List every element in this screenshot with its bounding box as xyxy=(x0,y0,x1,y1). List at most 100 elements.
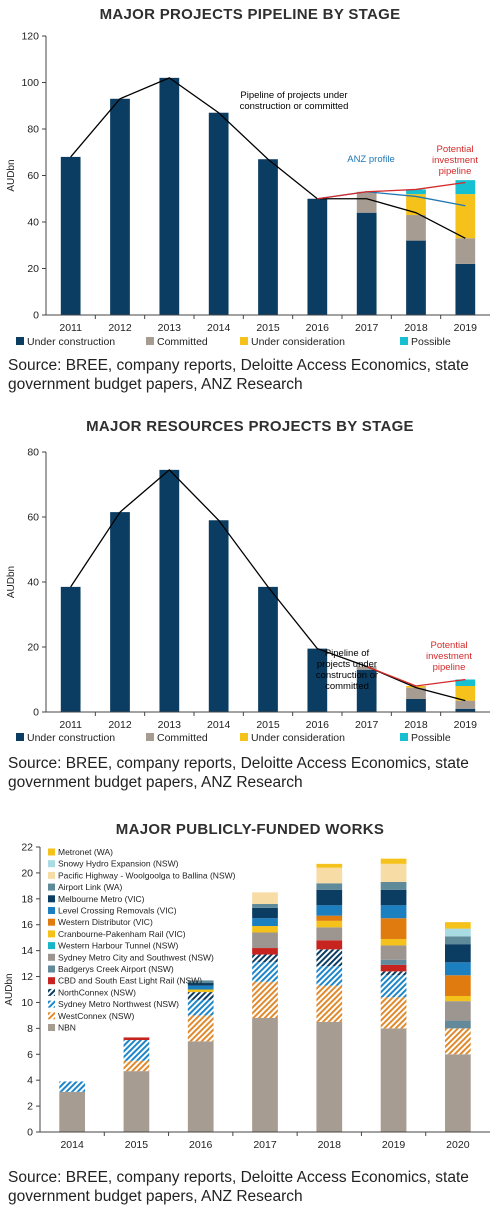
bar-cbd-and-south-east-light-rail-nsw-2019 xyxy=(380,964,407,972)
y-axis-label: AUDbn xyxy=(4,973,15,1005)
legend-label-under-consideration: Under consideration xyxy=(251,336,345,348)
legend-label-pacific-highway-woolgoolga-to-ballina-nsw: Pacific Highway - Woolgoolga to Ballina … xyxy=(58,870,236,880)
legend-label-westconnex-nsw: WestConnex (NSW) xyxy=(58,1011,135,1021)
source-note: Source: BREE, company reports, Deloitte … xyxy=(8,1169,469,1205)
bar-committed-2017 xyxy=(356,191,377,213)
legend-label-committed: Committed xyxy=(157,336,208,348)
bar-metronet-wa-2018 xyxy=(316,863,343,868)
legend-label-northconnex-nsw: NorthConnex (NSW) xyxy=(58,987,136,997)
bar-cranbourne-pakenham-rail-vic-2016 xyxy=(187,989,214,993)
bar-cranbourne-pakenham-rail-vic-2020 xyxy=(445,995,471,1002)
y-tick-label: 60 xyxy=(27,170,39,182)
y-tick-label: 12 xyxy=(21,971,33,983)
bar-pacific-highway-woolgoolga-to-ballina-nsw-2017 xyxy=(252,892,278,904)
bar-committed-2019 xyxy=(455,238,476,264)
y-tick-label: 16 xyxy=(21,919,33,931)
legend-swatch-under-construction xyxy=(16,337,24,345)
bar-sydney-metro-northwest-nsw-2016 xyxy=(187,999,214,1016)
bar-under-construction-2012 xyxy=(110,512,130,712)
bar-level-crossing-removals-vic-2020 xyxy=(445,962,471,976)
y-tick-label: 40 xyxy=(27,217,39,229)
y-tick-label: 10 xyxy=(21,997,33,1009)
y-axis-label: AUDbn xyxy=(6,566,17,598)
bar-committed-2018 xyxy=(406,215,426,241)
x-tick-label: 2015 xyxy=(256,719,280,731)
bar-snowy-hydro-expansion-nsw-2020 xyxy=(445,928,471,937)
bar-airport-link-wa-2019 xyxy=(380,881,407,890)
trend-line-2 xyxy=(366,665,466,687)
bar-under-construction-2014 xyxy=(208,112,229,315)
legend-label-sydney-metro-city-and-southwest-nsw: Sydney Metro City and Southwest (NSW) xyxy=(58,952,214,962)
bar-melbourne-metro-vic-2020 xyxy=(445,944,471,963)
bar-under-consideration-2019 xyxy=(455,194,476,239)
bar-cbd-and-south-east-light-rail-nsw-2017 xyxy=(252,948,278,955)
legend-label-under-consideration: Under consideration xyxy=(251,732,345,744)
bar-under-consideration-2018 xyxy=(406,194,426,216)
trend-line-1 xyxy=(70,77,466,239)
legend-swatch-metronet-wa xyxy=(48,848,55,856)
y-tick-label: 22 xyxy=(21,842,33,854)
x-tick-label: 2015 xyxy=(256,322,280,334)
legend-swatch-committed xyxy=(146,733,154,741)
x-tick-label: 2019 xyxy=(382,1139,406,1151)
bar-pacific-highway-woolgoolga-to-ballina-nsw-2019 xyxy=(380,863,407,882)
legend-swatch-sydney-metro-northwest-nsw xyxy=(48,1000,55,1008)
trend-line-3 xyxy=(317,181,466,200)
bar-under-construction-2012 xyxy=(110,98,130,316)
bar-cbd-and-south-east-light-rail-nsw-2018 xyxy=(316,940,343,950)
bar-committed-2019 xyxy=(455,700,476,709)
legend-label-airport-link-wa: Airport Link (WA) xyxy=(58,882,123,892)
bar-melbourne-metro-vic-2017 xyxy=(252,907,278,919)
x-tick-label: 2019 xyxy=(454,719,478,731)
legend-swatch-sydney-metro-city-and-southwest-nsw xyxy=(48,953,55,961)
bar-nbn-2015 xyxy=(123,1071,150,1132)
legend-swatch-cranbourne-pakenham-rail-vic xyxy=(48,930,55,938)
bar-under-consideration-2018 xyxy=(406,686,426,688)
annotation-1: Pipeline of projects under construction o… xyxy=(240,90,349,112)
bar-westconnex-nsw-2018 xyxy=(316,985,343,1022)
bar-sydney-metro-northwest-nsw-2014 xyxy=(59,1081,85,1092)
legend-label-badgerys-creek-airport-nsw: Badgerys Creek Airport (NSW) xyxy=(58,964,174,974)
legend-label-under-construction: Under construction xyxy=(27,336,115,348)
legend-swatch-northconnex-nsw xyxy=(48,988,55,996)
bar-western-distributor-vic-2018 xyxy=(316,915,343,921)
bar-under-construction-2017 xyxy=(356,212,377,315)
bar-committed-2018 xyxy=(406,687,426,699)
source-note: Source: BREE, company reports, Deloitte … xyxy=(8,357,469,393)
bar-under-consideration-2019 xyxy=(455,686,476,701)
y-tick-label: 20 xyxy=(27,642,39,654)
y-tick-label: 60 xyxy=(27,512,39,524)
x-tick-label: 2012 xyxy=(108,322,132,334)
legend-label-committed: Committed xyxy=(157,732,208,744)
bar-nbn-2016 xyxy=(187,1041,214,1132)
legend-swatch-cbd-and-south-east-light-rail-nsw xyxy=(48,977,55,985)
bar-under-construction-2014 xyxy=(208,520,229,712)
x-tick-label: 2011 xyxy=(59,322,82,334)
y-axis-label: AUDbn xyxy=(6,159,17,191)
legend-label-under-construction: Under construction xyxy=(27,732,115,744)
legend-label-possible: Possible xyxy=(411,336,451,348)
bar-under-construction-2016 xyxy=(307,198,328,315)
bar-badgerys-creek-airport-nsw-2019 xyxy=(380,959,407,965)
y-tick-label: 8 xyxy=(27,1023,33,1035)
bar-under-construction-2013 xyxy=(159,469,180,712)
legend-swatch-melbourne-metro-vic xyxy=(48,895,55,903)
pipeline-chart: AUDbn 0 20 40 60 80 100 120 2011 2012 2013 2014 2015… xyxy=(6,31,490,348)
bar-metronet-wa-2019 xyxy=(380,858,407,864)
y-tick-label: 40 xyxy=(27,577,39,589)
bar-airport-link-wa-2016 xyxy=(187,980,214,984)
legend-swatch-badgerys-creek-airport-nsw xyxy=(48,965,55,973)
legend-swatch-western-harbour-tunnel-nsw xyxy=(48,942,55,950)
legend-swatch-level-crossing-removals-vic xyxy=(48,907,55,914)
legend-swatch-under-construction xyxy=(16,733,24,741)
bar-westconnex-nsw-2015 xyxy=(123,1060,150,1072)
x-tick-label: 2020 xyxy=(446,1139,470,1151)
y-tick-label: 0 xyxy=(33,707,39,719)
x-tick-label: 2016 xyxy=(306,719,330,731)
bar-nbn-2017 xyxy=(252,1018,278,1132)
legend-swatch-airport-link-wa xyxy=(48,883,55,891)
bar-airport-link-wa-2020 xyxy=(445,936,471,945)
bar-cranbourne-pakenham-rail-vic-2018 xyxy=(316,920,343,928)
chart-title: MAJOR PROJECTS PIPELINE BY STAGE xyxy=(99,6,401,23)
chart-title: MAJOR PUBLICLY-FUNDED WORKS xyxy=(115,821,385,838)
